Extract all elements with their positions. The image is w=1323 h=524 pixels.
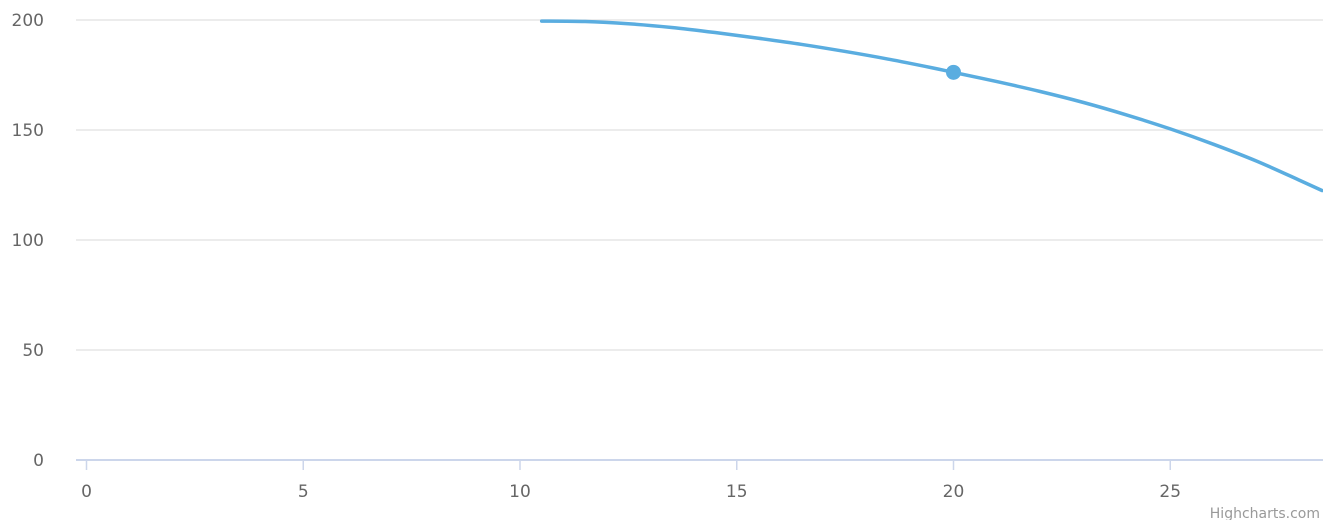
y-tick-label-150: 150 — [12, 121, 44, 141]
credits-link[interactable]: Highcharts.com — [1210, 506, 1320, 522]
x-axis — [76, 459, 1323, 470]
y-tick-label-50: 50 — [22, 341, 44, 361]
y-tick-label-100: 100 — [12, 231, 44, 251]
y-tick-label-0: 0 — [33, 451, 44, 471]
x-axis-labels: 0 5 10 15 20 25 — [81, 482, 1181, 502]
x-tick-label-5: 5 — [298, 482, 309, 502]
series-line-0[interactable] — [539, 19, 1323, 193]
series-layer — [539, 19, 1323, 193]
x-tick-label-15: 15 — [726, 482, 748, 502]
highlighted-data-point[interactable] — [946, 64, 961, 80]
x-tick-label-0: 0 — [81, 482, 92, 502]
x-tick-label-10: 10 — [509, 482, 531, 502]
x-tick-label-25: 25 — [1159, 482, 1181, 502]
x-tick-label-20: 20 — [943, 482, 965, 502]
y-axis-labels: 0 50 100 150 200 — [12, 11, 44, 471]
grid-lines — [76, 19, 1323, 351]
y-tick-label-200: 200 — [12, 11, 44, 31]
